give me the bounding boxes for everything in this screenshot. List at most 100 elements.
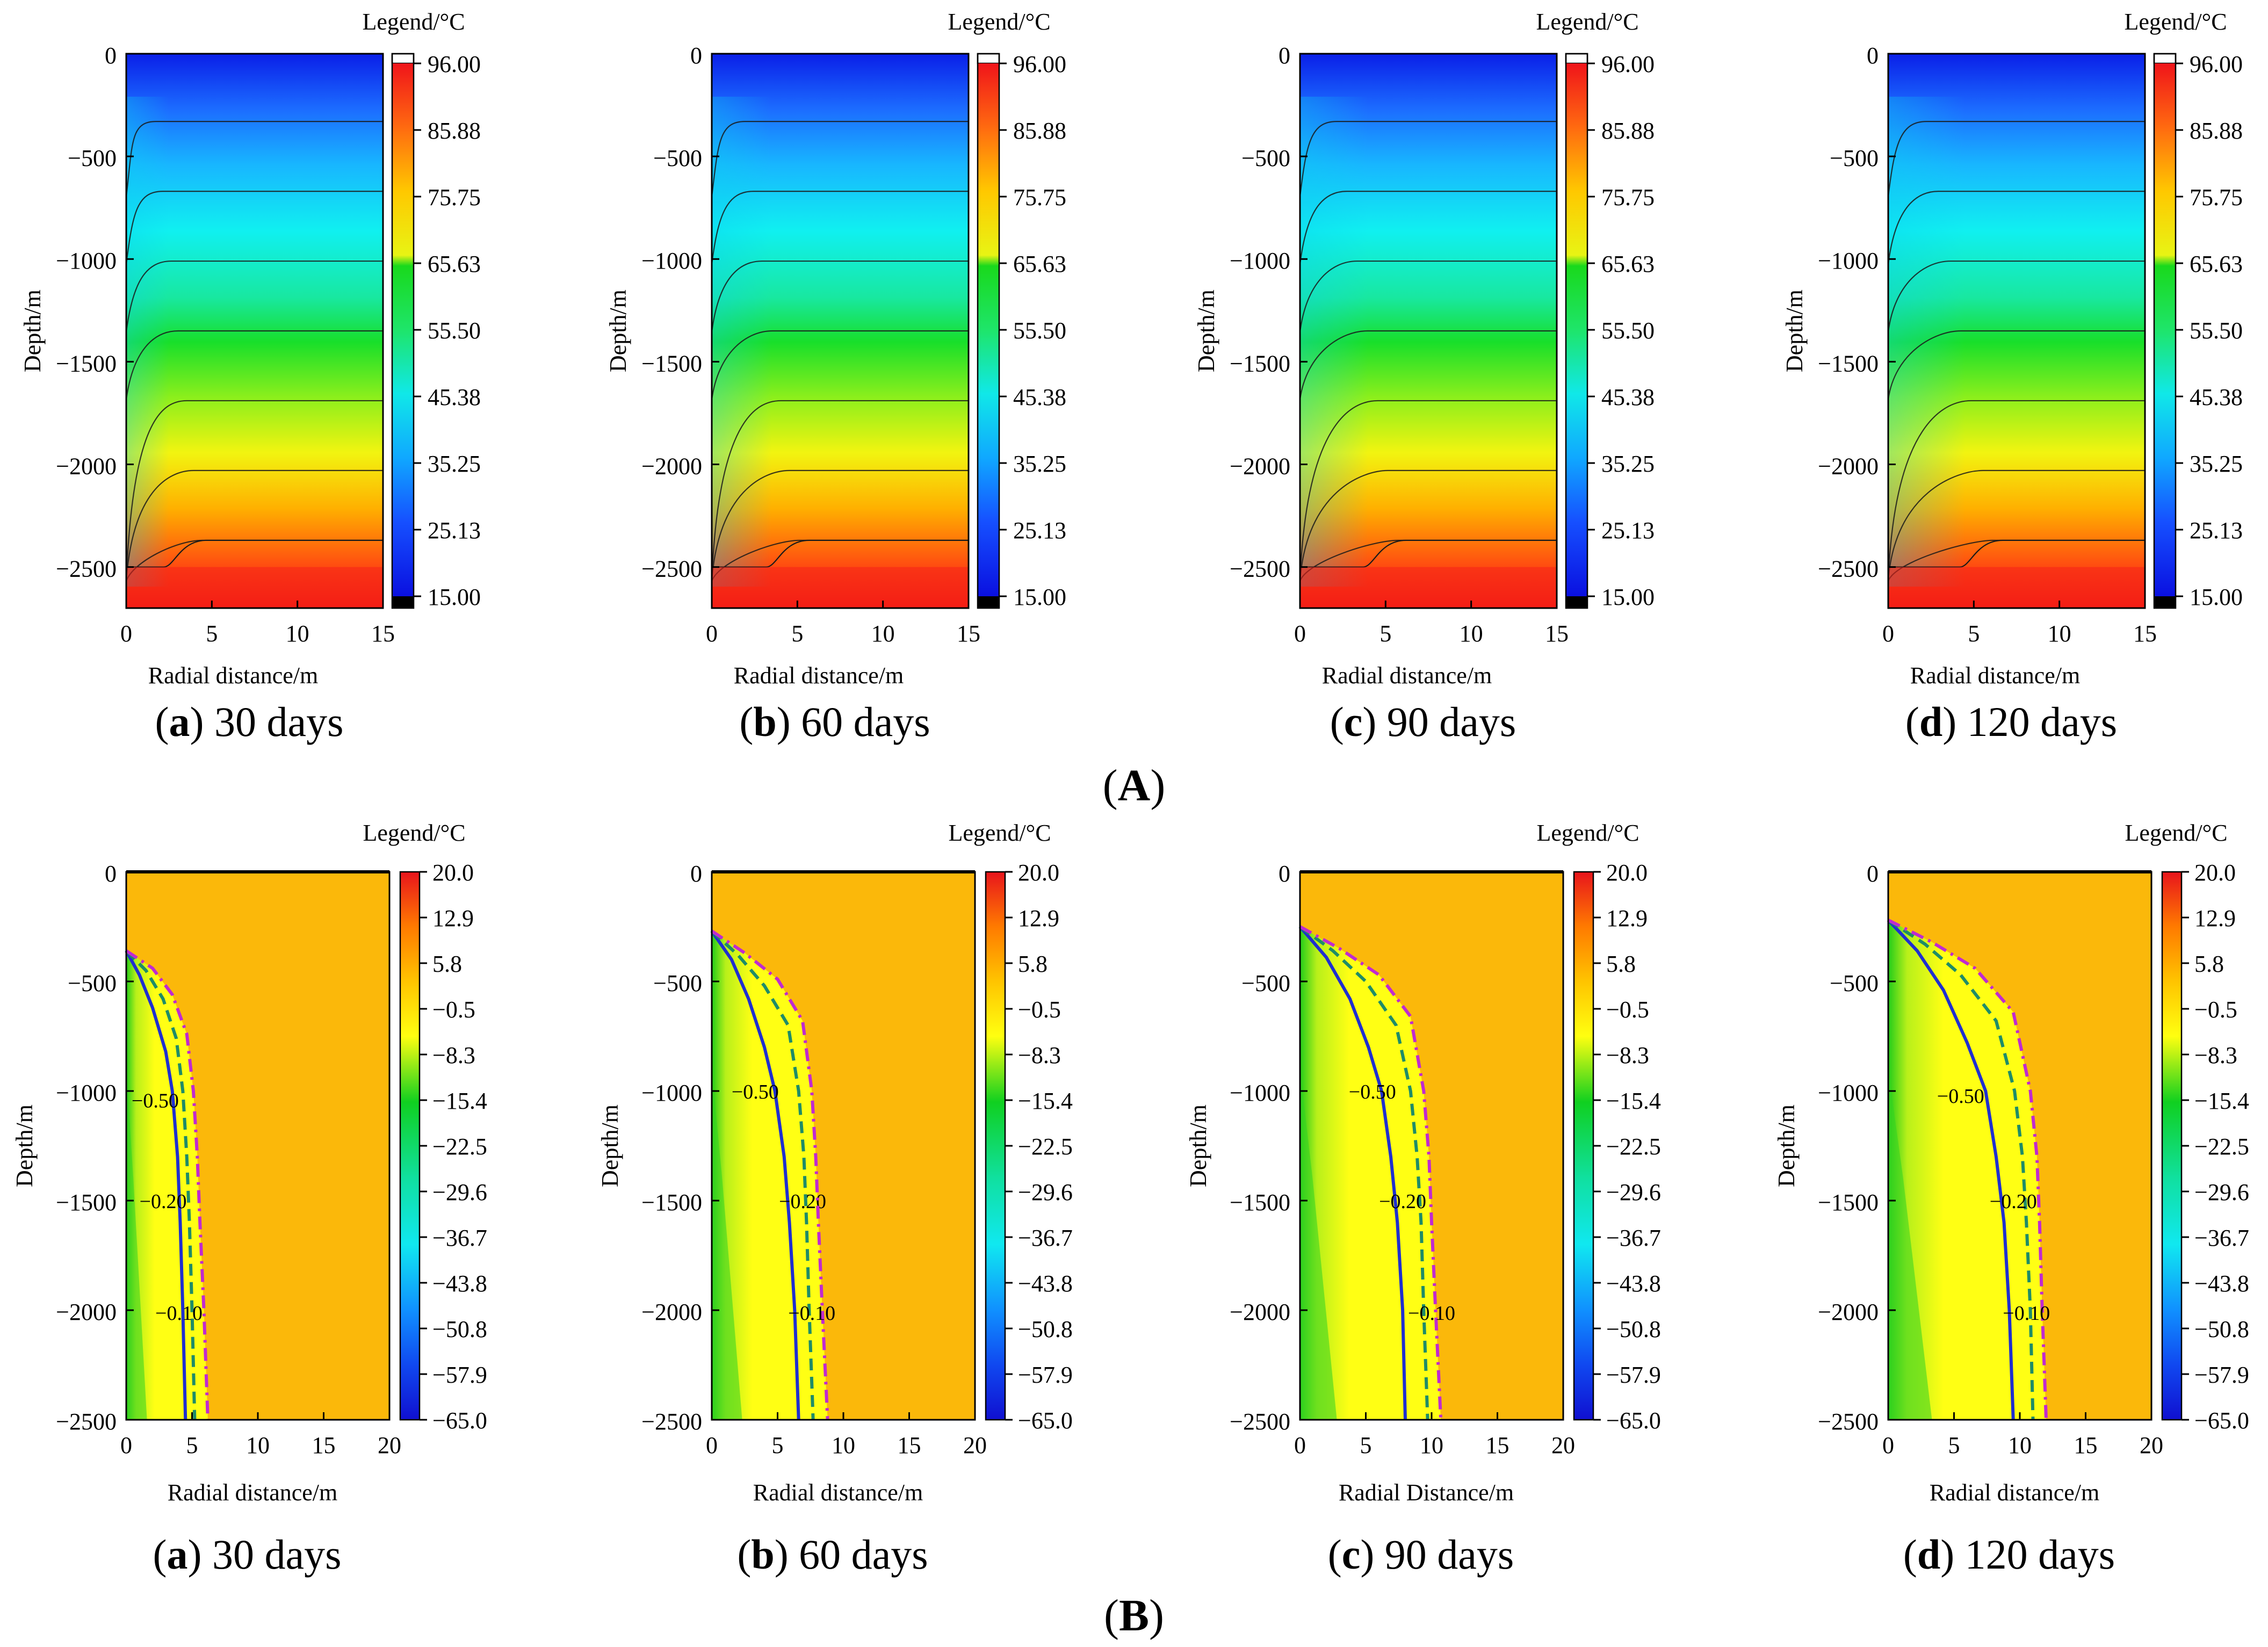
x-tick-label: 0 — [1294, 1432, 1306, 1458]
isotherm-line — [1887, 260, 2145, 333]
isotherm-line — [712, 539, 969, 568]
colorbar-title: Legend/°C — [1536, 9, 1638, 35]
x-tick-label: 15 — [2074, 1432, 2098, 1458]
x-tick-label: 15 — [898, 1432, 921, 1458]
x-tick-label: 10 — [871, 620, 895, 647]
colorbar-tick-label: 55.50 — [2190, 317, 2243, 344]
x-tick-label: 15 — [371, 620, 395, 647]
y-tick-label: −2000 — [641, 1299, 702, 1325]
subplot-letter: b — [753, 698, 776, 745]
y-tick-label: −500 — [68, 970, 117, 996]
colorbar-tick-label: 96.00 — [428, 51, 481, 77]
colorbar-cap-bottom — [2154, 596, 2176, 608]
colorbar-tick-label: 45.38 — [1013, 384, 1066, 410]
colorbar-tick-label: −29.6 — [432, 1179, 487, 1205]
contour-label: −0.50 — [1349, 1081, 1396, 1103]
colorbar-tick-label: −43.8 — [1018, 1270, 1073, 1297]
group-b-letter: B — [1119, 1591, 1149, 1641]
panel-A-c: 0 −500 −1000 −1500 −2000 −2500 0 5 10 15 Radial di… — [1193, 9, 1655, 745]
cold-core-zone — [1300, 1069, 1337, 1420]
y-tick-label: −1500 — [1230, 1189, 1290, 1216]
x-tick-label: 20 — [963, 1432, 987, 1458]
y-tick-label: −2500 — [1230, 1408, 1290, 1435]
cold-core-zone — [712, 1069, 742, 1420]
colorbar-tick-label: −65.0 — [432, 1407, 487, 1434]
x-tick-label: 15 — [1486, 1432, 1509, 1458]
x-tick-label: 15 — [957, 620, 980, 647]
y-tick-label: −1500 — [56, 350, 117, 377]
isotherm-line — [1299, 260, 1557, 333]
contour-label: −0.50 — [732, 1081, 779, 1103]
colorbar-tick-label: −36.7 — [1018, 1225, 1073, 1251]
bottom-hot-zone — [712, 567, 969, 608]
y-tick-label: 0 — [105, 861, 117, 887]
x-tick-label: 5 — [1948, 1432, 1960, 1458]
colorbar-cap-top — [1565, 53, 1588, 64]
colorbar-tick-label: 75.75 — [1013, 184, 1066, 211]
isotherm-contour — [1887, 919, 2048, 1420]
colorbar-tick-label: 85.88 — [1013, 118, 1066, 144]
colorbar-tick-label: −50.8 — [432, 1316, 487, 1342]
subplot-caption: (a) 30 days — [155, 698, 344, 745]
colorbar-tick-label: 12.9 — [2194, 905, 2236, 931]
group-a-letter: A — [1118, 761, 1151, 811]
y-tick-label: 0 — [1867, 861, 1879, 887]
panel-B-a: −0.50−0.20−0.100−500−1000−1500−2000−2500… — [11, 820, 487, 1578]
isotherm-line — [1887, 330, 2145, 400]
colorbar-tick-label: 20.0 — [432, 859, 474, 886]
colorbar-tick-label: 55.50 — [428, 317, 481, 344]
colorbar-tick-label: 55.50 — [1013, 317, 1066, 344]
y-tick-label: −2500 — [1230, 556, 1290, 582]
contour-label: −0.10 — [788, 1302, 835, 1325]
x-tick-label: 0 — [1294, 620, 1306, 647]
panel-B-b: −0.50−0.20−0.100−500−1000−1500−2000−2500… — [597, 820, 1073, 1578]
colorbar — [978, 63, 999, 596]
x-tick-label: 15 — [1545, 620, 1569, 647]
isotherm-line — [1299, 469, 1557, 582]
isotherm-line — [1300, 539, 1557, 568]
colorbar-tick-label: 5.8 — [1606, 951, 1636, 977]
y-tick-label: −500 — [1830, 970, 1879, 996]
isotherm-contour — [1298, 926, 1407, 1420]
y-tick-label: −500 — [1830, 145, 1879, 171]
colorbar-tick-label: −22.5 — [1018, 1133, 1073, 1160]
y-tick-label: 0 — [690, 42, 702, 69]
x-tick-label: 5 — [1379, 620, 1391, 647]
isotherm-line — [125, 121, 383, 197]
colorbar-tick-label: −0.5 — [432, 996, 475, 1023]
y-axis-label: Depth/m — [1773, 1104, 1800, 1187]
isotherm-line — [711, 469, 969, 582]
isotherm-line — [1299, 121, 1557, 197]
y-tick-label: −2000 — [1230, 1299, 1290, 1325]
y-tick-label: −2500 — [641, 1408, 702, 1435]
colorbar-tick-label: 35.25 — [1601, 451, 1655, 477]
isotherm-line — [125, 260, 383, 333]
colorbar-tick-label: 15.00 — [1013, 584, 1066, 610]
y-axis-label: Depth/m — [11, 1104, 38, 1187]
x-tick-label: 20 — [2140, 1432, 2163, 1458]
x-tick-label: 10 — [246, 1432, 270, 1458]
colorbar — [1566, 63, 1587, 596]
y-tick-label: −500 — [1241, 970, 1290, 996]
colorbar-tick-label: −57.9 — [2194, 1362, 2249, 1388]
colorbar-tick-label: 25.13 — [1013, 517, 1066, 544]
x-tick-label: 15 — [312, 1432, 336, 1458]
colorbar-tick-label: −0.5 — [1606, 996, 1649, 1023]
colorbar-tick-label: 15.00 — [1601, 584, 1655, 610]
colorbar-tick-label: −15.4 — [2194, 1088, 2249, 1114]
colorbar-tick-label: −8.3 — [1606, 1042, 1649, 1068]
colorbar-tick-label: −43.8 — [432, 1270, 487, 1297]
colorbar-tick-label: −15.4 — [432, 1088, 487, 1114]
x-tick-label: 15 — [2133, 620, 2157, 647]
panel-B-d: −0.50−0.20−0.100−500−1000−1500−2000−2500… — [1773, 820, 2249, 1578]
y-tick-label: −2000 — [56, 1299, 117, 1325]
isotherm-line — [1888, 539, 2145, 568]
isotherm-line — [711, 330, 969, 400]
subplot-letter: d — [1919, 698, 1942, 745]
y-tick-label: −1500 — [1818, 350, 1879, 377]
colorbar-title: Legend/°C — [362, 9, 465, 35]
y-axis-label: Depth/m — [1193, 290, 1219, 372]
colorbar-tick-label: −0.5 — [2194, 996, 2237, 1023]
colorbar-tick-label: 5.8 — [2194, 951, 2224, 977]
y-tick-label: −1000 — [641, 248, 702, 274]
